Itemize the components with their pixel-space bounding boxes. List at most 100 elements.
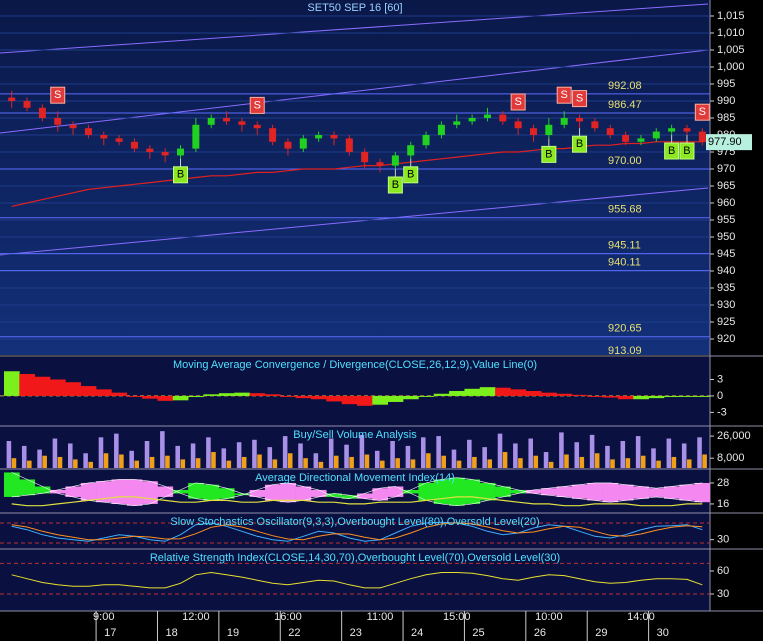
level-label: 920.65	[608, 323, 642, 335]
di-fill	[357, 493, 373, 499]
volume-bar	[395, 458, 400, 468]
volume-bar	[441, 455, 446, 468]
sell-signal	[572, 90, 588, 108]
histogram-bar	[372, 395, 388, 405]
di-fill	[188, 482, 204, 499]
y-tick-label: 965	[717, 180, 735, 192]
di-fill	[449, 477, 465, 506]
di-fill	[264, 484, 281, 501]
candle-body	[8, 97, 16, 101]
date-label: 25	[472, 627, 484, 639]
y-tick-label: 960	[717, 197, 735, 209]
volume-bar	[564, 454, 569, 468]
histogram-bar	[495, 387, 511, 396]
di-fill	[602, 482, 619, 503]
volume-bar	[190, 443, 196, 468]
volume-bar	[272, 459, 278, 468]
sell-label: S	[514, 96, 521, 108]
volume-bar	[594, 453, 600, 468]
volume-bar	[421, 437, 426, 468]
buy-signal	[403, 166, 419, 184]
histogram-bar	[203, 394, 220, 396]
histogram-bar	[172, 395, 189, 401]
di-fill	[249, 489, 266, 497]
panel: 28 16 Average Directional Movement Index(1…	[4, 472, 729, 510]
x-tick-label: 9:00	[93, 611, 114, 623]
volume-bar	[671, 456, 677, 468]
candle-body	[69, 124, 77, 129]
histogram-bar	[19, 374, 35, 396]
y-tick-label: 30	[717, 534, 729, 546]
candle-body	[576, 117, 584, 122]
date-label: 22	[288, 627, 300, 639]
volume-bar	[149, 456, 155, 468]
volume-bar	[103, 453, 109, 468]
volume-bar	[702, 454, 707, 468]
volume-bar	[298, 443, 303, 468]
buy-label: B	[683, 145, 690, 157]
candle-body	[207, 117, 215, 125]
y-tick-label: 970	[717, 163, 735, 175]
x-tick-label: 16:00	[274, 611, 302, 623]
volume-bar	[502, 452, 508, 468]
candle-body	[652, 131, 660, 139]
candle-body	[299, 138, 307, 149]
candle-body	[269, 128, 277, 142]
volume-bar	[180, 459, 186, 468]
candle-body	[407, 145, 415, 156]
di-fill	[80, 482, 97, 501]
candle-body	[100, 134, 108, 139]
histogram-bar	[571, 394, 588, 396]
histogram-bar	[34, 376, 51, 396]
panel-title: SET50 SEP 16 [60]	[307, 2, 402, 14]
volume-bar	[605, 445, 610, 468]
di-fill	[172, 489, 189, 494]
di-fill	[617, 484, 634, 501]
buy-signal	[173, 166, 188, 184]
y-tick-label: 940	[717, 265, 735, 277]
candle-body	[468, 117, 476, 122]
candle-body	[146, 148, 154, 152]
di-fill	[4, 472, 20, 497]
di-fill	[648, 488, 665, 497]
candle-body	[54, 117, 62, 125]
date-label: 24	[411, 627, 423, 639]
date-label: 18	[165, 627, 177, 639]
volume-bar	[559, 432, 564, 468]
histogram-bar	[249, 393, 266, 396]
volume-bar	[574, 442, 580, 468]
level-label: 986.47	[608, 99, 642, 111]
volume-bar	[303, 458, 308, 468]
last-price-box	[706, 134, 752, 151]
di-fill	[341, 495, 358, 499]
volume-bar	[451, 449, 457, 468]
sell-signal	[50, 86, 66, 104]
volume-bar	[497, 433, 503, 468]
buy-signal	[679, 142, 695, 160]
candle-body	[330, 134, 338, 139]
x-tick-label: 14:00	[627, 611, 655, 623]
panel-title: Relative Strength Index(CLOSE,14,30,70),…	[150, 552, 560, 564]
di-fill	[280, 482, 296, 503]
volume-bar	[380, 460, 385, 468]
histogram-bar	[464, 388, 481, 396]
di-fill	[663, 486, 680, 499]
candle-body	[223, 117, 231, 122]
histogram-bar	[295, 395, 312, 399]
volume-bar	[333, 455, 339, 468]
plot	[6, 431, 707, 468]
y-tick-label: 985	[717, 112, 735, 124]
di-fill	[126, 479, 143, 506]
volume-bar	[328, 438, 334, 468]
histogram-bar	[142, 395, 158, 399]
y-tick-label: 60	[717, 565, 729, 577]
y-tick-label: 16	[717, 498, 729, 510]
volume-bar	[195, 458, 201, 468]
di-fill	[387, 486, 404, 497]
di-fill	[541, 488, 557, 496]
volume-bar	[134, 460, 140, 468]
volume-bar	[456, 460, 462, 468]
buy-label: B	[545, 148, 552, 160]
volume-bar	[625, 458, 631, 468]
histogram-bar	[111, 392, 128, 396]
